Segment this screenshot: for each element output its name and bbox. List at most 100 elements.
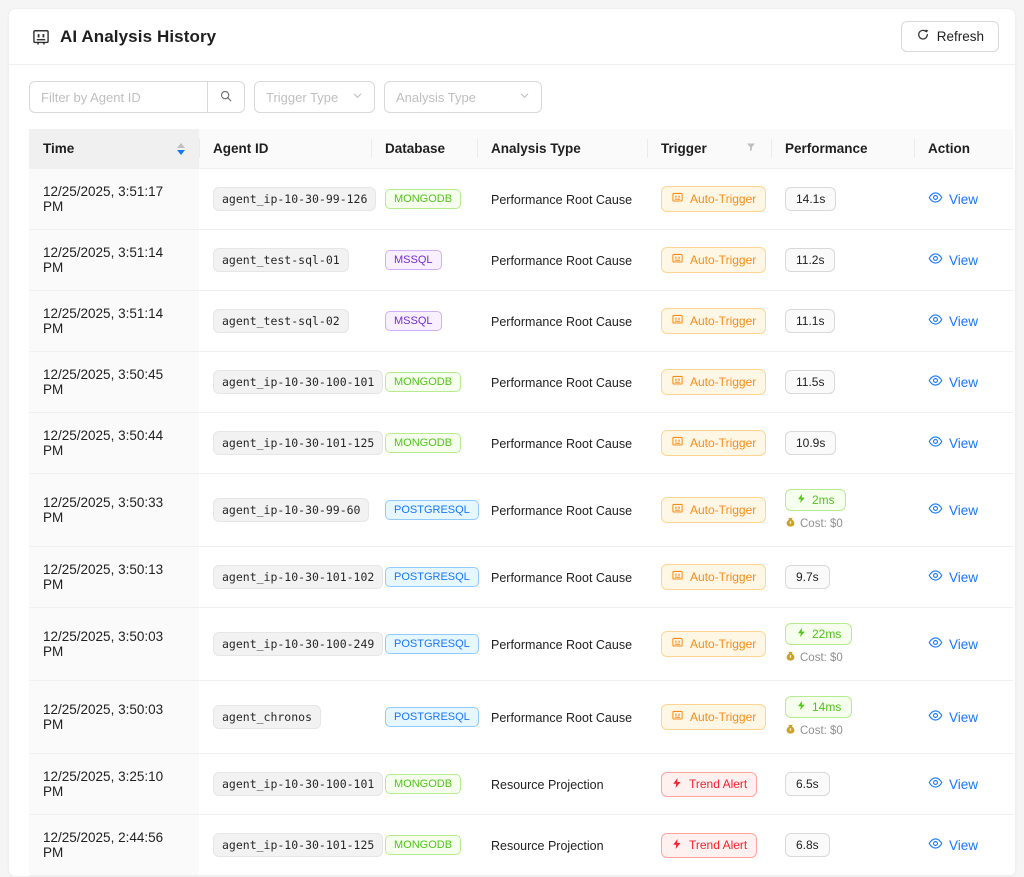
robot-icon bbox=[671, 502, 684, 518]
agent-id-badge: agent_chronos bbox=[213, 705, 322, 729]
agent-filter-input[interactable] bbox=[29, 81, 207, 113]
analysis-type-cell: Resource Projection bbox=[477, 814, 647, 876]
trigger-cell: Trend Alert bbox=[647, 814, 771, 876]
action-cell: View bbox=[914, 753, 1013, 815]
analysis-type-cell: Performance Root Cause bbox=[477, 351, 647, 413]
bolt-icon bbox=[671, 838, 683, 853]
trigger-cell: Auto-Trigger bbox=[647, 290, 771, 352]
trigger-label: Auto-Trigger bbox=[690, 375, 757, 389]
performance-cell: 2ms Cost: $0 bbox=[771, 473, 914, 547]
trigger-label: Trend Alert bbox=[689, 838, 748, 852]
trigger-badge: Auto-Trigger bbox=[661, 631, 767, 657]
robot-icon bbox=[671, 709, 684, 725]
agent-id-badge: agent_ip-10-30-101-125 bbox=[213, 431, 384, 455]
analysis-type-cell: Performance Root Cause bbox=[477, 229, 647, 291]
performance-cell: 6.5s bbox=[771, 753, 914, 815]
view-button[interactable]: View bbox=[928, 190, 978, 208]
action-cell: View bbox=[914, 168, 1013, 230]
duration-badge: 14.1s bbox=[785, 187, 837, 211]
action-cell: View bbox=[914, 412, 1013, 474]
trigger-label: Auto-Trigger bbox=[690, 192, 757, 206]
panel-header: AI Analysis History Refresh bbox=[9, 9, 1015, 65]
action-cell: View bbox=[914, 680, 1013, 754]
view-button[interactable]: View bbox=[928, 373, 978, 391]
database-badge: POSTGRESQL bbox=[385, 707, 479, 727]
column-label: Trigger bbox=[661, 141, 707, 156]
analysis-type-value: Performance Root Cause bbox=[491, 570, 633, 585]
performance-cell: 11.1s bbox=[771, 290, 914, 352]
view-button[interactable]: View bbox=[928, 251, 978, 269]
filter-funnel-icon[interactable] bbox=[745, 141, 757, 156]
view-button[interactable]: View bbox=[928, 568, 978, 586]
view-label: View bbox=[949, 709, 979, 725]
money-bag-icon bbox=[785, 650, 796, 665]
chevron-down-icon bbox=[519, 88, 530, 106]
search-button[interactable] bbox=[207, 81, 245, 113]
trigger-badge: Auto-Trigger bbox=[661, 308, 767, 334]
time-cell: 12/25/2025, 3:51:14 PM bbox=[29, 229, 199, 291]
view-button[interactable]: View bbox=[928, 501, 978, 519]
eye-icon bbox=[928, 312, 943, 330]
trigger-label: Auto-Trigger bbox=[690, 570, 757, 584]
time-value: 12/25/2025, 3:25:10 PM bbox=[43, 769, 164, 799]
money-bag-icon bbox=[785, 516, 796, 531]
table-row: 12/25/2025, 3:50:33 PM agent_ip-10-30-99… bbox=[29, 473, 1013, 547]
view-button[interactable]: View bbox=[928, 775, 978, 793]
robot-icon bbox=[671, 435, 684, 451]
time-cell: 12/25/2025, 3:51:17 PM bbox=[29, 168, 199, 230]
panel-body: Trigger Type Analysis Type bbox=[9, 65, 1015, 876]
eye-icon bbox=[928, 568, 943, 586]
time-value: 12/25/2025, 3:50:33 PM bbox=[43, 495, 164, 525]
view-button[interactable]: View bbox=[928, 836, 978, 854]
fast-duration-value: 2ms bbox=[812, 493, 835, 507]
database-badge: MONGODB bbox=[385, 433, 462, 453]
analysis-type-select[interactable]: Analysis Type bbox=[384, 81, 542, 113]
trigger-label: Auto-Trigger bbox=[690, 710, 757, 724]
table-header: Time Agent ID Database Analysis Type bbox=[29, 129, 1013, 169]
bolt-icon bbox=[796, 627, 807, 641]
bolt-icon bbox=[796, 700, 807, 714]
eye-icon bbox=[928, 635, 943, 653]
view-button[interactable]: View bbox=[928, 708, 978, 726]
time-cell: 12/25/2025, 3:50:03 PM bbox=[29, 607, 199, 681]
analysis-type-cell: Performance Root Cause bbox=[477, 546, 647, 608]
database-cell: MONGODB bbox=[371, 814, 477, 876]
fast-duration-badge: 22ms bbox=[785, 623, 853, 645]
time-cell: 12/25/2025, 3:50:03 PM bbox=[29, 680, 199, 754]
page-title: AI Analysis History bbox=[60, 26, 217, 46]
agent-id-cell: agent_ip-10-30-100-101 bbox=[199, 351, 384, 413]
eye-icon bbox=[928, 190, 943, 208]
time-cell: 12/25/2025, 3:25:10 PM bbox=[29, 753, 199, 815]
agent-id-cell: agent_ip-10-30-100-101 bbox=[199, 753, 384, 815]
view-label: View bbox=[949, 776, 979, 792]
time-value: 12/25/2025, 2:44:56 PM bbox=[43, 830, 164, 860]
analysis-history-panel: AI Analysis History Refresh bbox=[8, 8, 1016, 877]
analysis-type-value: Performance Root Cause bbox=[491, 253, 633, 268]
fast-duration-value: 22ms bbox=[812, 627, 842, 641]
time-value: 12/25/2025, 3:51:14 PM bbox=[43, 306, 164, 336]
trigger-cell: Auto-Trigger bbox=[647, 680, 771, 754]
column-header-database: Database bbox=[371, 129, 477, 169]
table-row: 12/25/2025, 3:50:44 PM agent_ip-10-30-10… bbox=[29, 412, 1013, 474]
action-cell: View bbox=[914, 607, 1013, 681]
trigger-cell: Trend Alert bbox=[647, 753, 771, 815]
time-value: 12/25/2025, 3:51:14 PM bbox=[43, 245, 164, 275]
refresh-label: Refresh bbox=[936, 29, 984, 44]
refresh-button[interactable]: Refresh bbox=[900, 21, 999, 52]
column-header-time[interactable]: Time bbox=[29, 129, 199, 169]
time-value: 12/25/2025, 3:50:45 PM bbox=[43, 367, 164, 397]
view-button[interactable]: View bbox=[928, 635, 978, 653]
view-button[interactable]: View bbox=[928, 312, 978, 330]
refresh-icon bbox=[916, 28, 930, 45]
view-button[interactable]: View bbox=[928, 434, 978, 452]
duration-badge: 10.9s bbox=[785, 431, 837, 455]
trigger-cell: Auto-Trigger bbox=[647, 473, 771, 547]
money-bag-icon bbox=[785, 723, 796, 738]
database-cell: MONGODB bbox=[371, 412, 477, 474]
action-cell: View bbox=[914, 473, 1013, 547]
database-cell: MONGODB bbox=[371, 753, 477, 815]
robot-icon bbox=[671, 191, 684, 207]
trigger-type-select[interactable]: Trigger Type bbox=[254, 81, 375, 113]
column-label: Database bbox=[385, 141, 446, 156]
duration-badge: 9.7s bbox=[785, 565, 830, 589]
